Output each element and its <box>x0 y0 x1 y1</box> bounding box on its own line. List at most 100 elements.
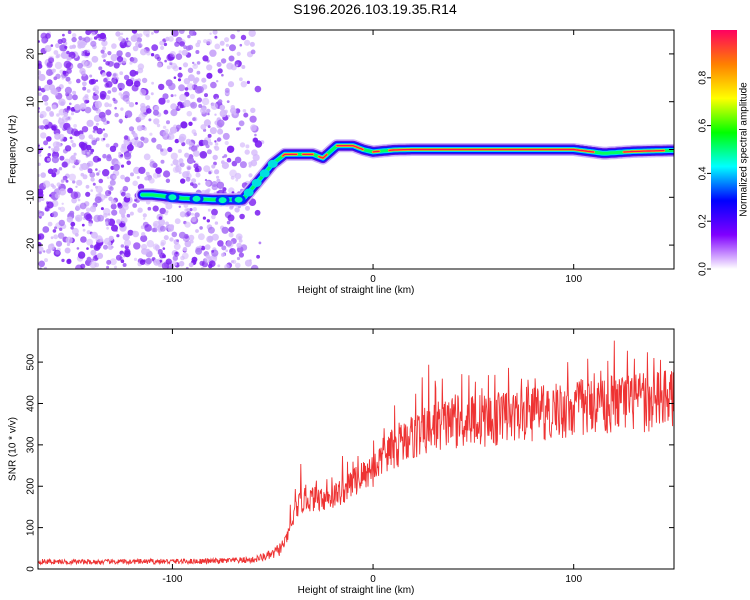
noise-speckle <box>105 95 111 100</box>
noise-speckle <box>240 244 248 251</box>
top-ytick-label: 10 <box>26 96 37 108</box>
noise-speckle <box>193 163 199 169</box>
noise-speckle <box>203 165 211 173</box>
noise-speckle <box>109 179 116 186</box>
noise-speckle <box>165 221 169 226</box>
noise-speckle <box>217 264 221 268</box>
noise-speckle <box>212 30 218 35</box>
noise-speckle <box>221 48 225 52</box>
noise-speckle <box>61 202 64 205</box>
noise-speckle <box>92 130 96 133</box>
noise-speckle <box>102 153 107 159</box>
noise-speckle <box>120 259 125 264</box>
noise-speckle <box>140 111 144 115</box>
noise-speckle <box>122 233 130 241</box>
noise-speckle <box>105 143 110 148</box>
noise-speckle <box>40 197 45 201</box>
noise-speckle <box>101 116 107 122</box>
noise-speckle <box>111 224 118 232</box>
noise-speckle <box>77 251 86 259</box>
noise-speckle <box>51 147 54 151</box>
noise-speckle <box>159 40 165 46</box>
noise-speckle <box>209 32 212 35</box>
noise-speckle <box>172 65 179 72</box>
noise-speckle <box>168 36 174 42</box>
noise-speckle <box>38 174 41 177</box>
noise-speckle <box>216 175 220 179</box>
noise-speckle <box>86 89 91 93</box>
noise-speckle <box>145 171 150 176</box>
noise-speckle <box>198 104 203 108</box>
noise-speckle <box>113 142 119 148</box>
noise-speckle <box>81 223 85 227</box>
noise-speckle <box>83 212 92 220</box>
noise-speckle <box>46 79 53 86</box>
noise-speckle <box>125 192 131 198</box>
noise-speckle <box>96 172 100 176</box>
noise-speckle <box>68 80 72 85</box>
noise-speckle <box>124 176 131 183</box>
noise-speckle <box>120 174 125 180</box>
noise-speckle <box>72 165 76 169</box>
noise-speckle <box>80 212 85 216</box>
noise-speckle <box>144 224 152 232</box>
noise-speckle <box>112 97 116 101</box>
noise-speckle <box>140 48 147 56</box>
noise-speckle <box>178 158 184 164</box>
top-xtick-label: 0 <box>370 274 376 285</box>
noise-speckle <box>234 207 240 213</box>
noise-speckle <box>195 229 199 233</box>
top-ytick-label: -20 <box>26 237 37 252</box>
noise-speckle <box>172 159 179 166</box>
noise-speckle <box>42 226 50 233</box>
noise-speckle <box>58 188 67 196</box>
noise-speckle <box>250 107 256 114</box>
noise-speckle <box>120 32 124 36</box>
noise-speckle <box>95 122 99 126</box>
noise-speckle <box>125 51 131 58</box>
noise-speckle <box>86 119 94 127</box>
noise-speckle <box>226 240 234 248</box>
noise-speckle <box>38 234 42 241</box>
noise-speckle <box>106 155 112 162</box>
noise-speckle <box>166 54 174 62</box>
noise-speckle <box>220 252 226 257</box>
noise-speckle <box>61 161 68 168</box>
noise-speckle <box>166 99 170 103</box>
noise-speckle <box>91 55 99 63</box>
noise-speckle <box>235 262 241 269</box>
noise-speckle <box>70 107 76 112</box>
noise-speckle <box>78 133 85 140</box>
noise-speckle <box>137 67 144 74</box>
noise-speckle <box>44 45 52 52</box>
noise-speckle <box>47 221 53 227</box>
noise-speckle <box>86 230 91 235</box>
noise-speckle <box>89 171 96 178</box>
noise-speckle <box>103 212 108 218</box>
noise-speckle <box>59 155 65 161</box>
noise-speckle <box>227 114 230 118</box>
noise-speckle <box>130 35 138 42</box>
noise-speckle <box>58 133 65 140</box>
noise-speckle <box>153 118 160 125</box>
noise-speckle <box>158 218 166 226</box>
noise-speckle <box>138 113 146 121</box>
noise-speckle <box>216 181 225 189</box>
noise-speckle <box>58 167 63 171</box>
noise-speckle <box>158 216 163 220</box>
noise-speckle <box>182 246 188 252</box>
noise-speckle <box>68 156 77 164</box>
noise-speckle <box>120 191 126 197</box>
noise-speckle <box>44 84 51 91</box>
noise-speckle <box>88 134 93 139</box>
noise-speckle <box>105 190 112 197</box>
noise-speckle <box>94 196 102 204</box>
noise-speckle <box>207 112 210 116</box>
noise-speckle <box>86 49 91 53</box>
noise-speckle <box>44 102 49 106</box>
noise-speckle <box>103 244 108 250</box>
noise-speckle <box>201 97 210 106</box>
top-xlabel: Height of straight line (km) <box>298 285 415 296</box>
noise-speckle <box>186 165 192 171</box>
noise-speckle <box>62 175 68 181</box>
